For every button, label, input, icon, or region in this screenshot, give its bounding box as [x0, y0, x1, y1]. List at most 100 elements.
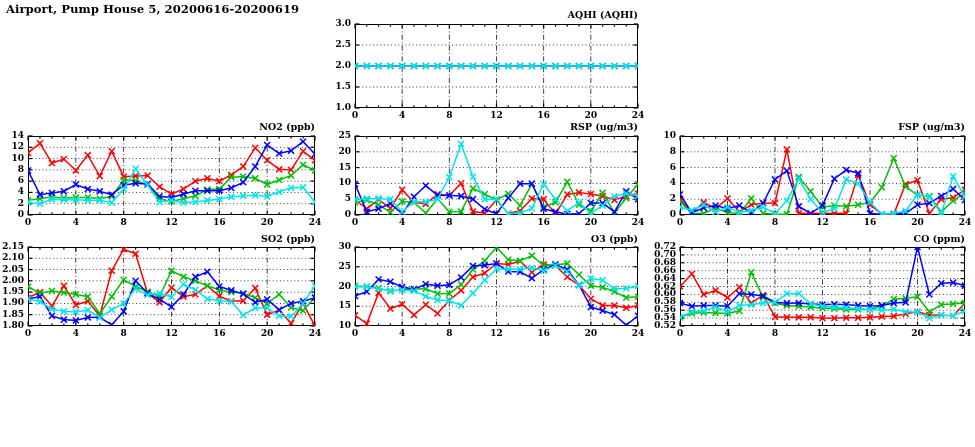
series-line [680, 273, 965, 319]
data-point-marker [215, 187, 223, 195]
y-tick-label: 0 [17, 210, 24, 220]
data-point-marker [410, 62, 418, 70]
data-point-marker [492, 196, 501, 204]
data-point-marker [949, 279, 957, 287]
data-point-marker [723, 308, 732, 316]
data-point-marker [251, 298, 259, 306]
data-point-marker [551, 208, 559, 215]
data-point-marker [469, 289, 477, 297]
data-point-marker [949, 194, 957, 202]
data-point-marker [355, 62, 359, 70]
data-point-marker [445, 281, 453, 289]
data-point-marker [287, 166, 295, 174]
data-point-marker [227, 173, 235, 181]
data-point-marker [551, 62, 559, 70]
data-point-marker [610, 208, 618, 215]
plot-frame-rsp [355, 136, 638, 215]
data-point-marker [723, 205, 732, 213]
data-point-marker [735, 290, 743, 298]
y-tick-label: 8 [669, 146, 676, 157]
data-point-marker [299, 147, 307, 155]
data-point-marker [108, 267, 116, 275]
data-point-marker [132, 250, 140, 258]
data-point-marker [179, 195, 187, 203]
data-point-marker [445, 62, 453, 70]
data-point-marker [599, 62, 607, 70]
data-point-marker [622, 192, 630, 200]
data-point-marker [263, 141, 271, 149]
data-point-marker [492, 196, 501, 204]
data-point-marker [299, 138, 307, 146]
x-tick-label: 0 [24, 329, 32, 339]
data-point-marker [688, 209, 696, 215]
data-point-marker [355, 311, 359, 319]
data-point-marker [807, 313, 815, 321]
data-point-marker [771, 199, 779, 207]
data-point-marker [398, 62, 406, 70]
data-point-marker [587, 207, 595, 215]
y-tick-label: 0.68 [654, 257, 676, 268]
data-point-marker [634, 282, 638, 290]
data-point-marker [575, 281, 583, 289]
x-tick-label: 16 [213, 218, 226, 228]
data-point-marker [363, 62, 371, 70]
data-point-marker [355, 62, 359, 70]
data-point-marker [363, 282, 371, 291]
data-point-marker [275, 306, 283, 314]
series-line [355, 262, 638, 326]
data-point-marker [712, 201, 720, 210]
data-point-marker [48, 193, 56, 201]
data-point-marker [410, 198, 418, 206]
data-point-marker [818, 304, 827, 312]
data-point-marker [156, 183, 164, 191]
data-point-marker [913, 191, 922, 199]
data-point-marker [287, 147, 295, 155]
y-tick-label: 0 [344, 210, 351, 220]
x-tick-label: 16 [863, 329, 877, 339]
data-point-marker [712, 208, 720, 215]
data-point-marker [504, 62, 512, 70]
data-point-marker [132, 177, 140, 185]
data-point-marker [48, 195, 56, 203]
data-point-marker [516, 62, 524, 70]
chart-title-no2: NO2 (ppb) [259, 122, 315, 133]
data-point-marker [263, 180, 271, 189]
data-point-marker [712, 301, 720, 309]
data-point-marker [132, 285, 140, 293]
x-tick-label: 4 [72, 329, 79, 339]
data-point-marker [842, 175, 850, 183]
data-point-marker [386, 208, 394, 215]
series-series3 [355, 62, 638, 70]
x-tick-label: 8 [446, 111, 453, 121]
data-point-marker [818, 201, 827, 210]
data-point-marker [239, 289, 247, 297]
data-point-marker [551, 62, 559, 70]
data-point-marker [712, 309, 720, 317]
data-point-marker [422, 200, 430, 208]
data-point-marker [445, 297, 453, 305]
series-line [680, 292, 965, 319]
data-point-marker [575, 189, 583, 197]
plot-frame-co [680, 247, 965, 326]
data-point-marker [830, 300, 838, 308]
data-point-marker [263, 304, 271, 312]
series-series1 [28, 247, 315, 326]
data-point-marker [747, 290, 755, 298]
data-point-marker [355, 62, 359, 70]
x-tick-label: 12 [490, 218, 503, 228]
data-point-marker [84, 297, 92, 305]
data-point-marker [398, 62, 406, 70]
data-point-marker [563, 210, 571, 215]
y-tick-label: 0.52 [654, 321, 676, 331]
data-point-marker [84, 313, 92, 321]
chart-title-rsp: RSP (ug/m3) [570, 122, 638, 133]
data-point-marker [937, 208, 945, 215]
data-point-marker [36, 200, 44, 208]
series-layer [355, 62, 638, 70]
data-point-marker [287, 319, 295, 326]
x-tick-label: 12 [490, 111, 503, 121]
data-point-marker [410, 198, 418, 206]
data-point-marker [551, 210, 559, 215]
data-point-marker [680, 203, 684, 211]
